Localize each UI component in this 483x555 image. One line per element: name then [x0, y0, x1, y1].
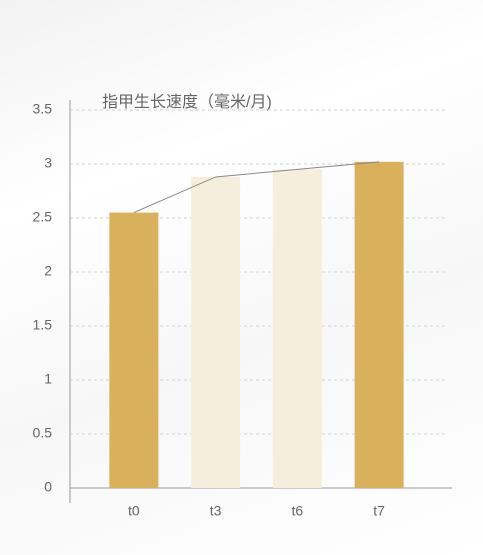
bar [354, 161, 404, 488]
bar [272, 169, 322, 488]
bar [109, 212, 159, 488]
y-tick-label: 0.5 [33, 425, 53, 441]
y-tick-label: 2 [44, 263, 52, 279]
y-tick-label: 2.5 [33, 209, 53, 225]
x-tick-label: t3 [210, 503, 222, 519]
x-tick-label: t6 [292, 503, 304, 519]
trend-line [133, 161, 380, 214]
bar [191, 176, 241, 488]
y-tick-label: 3 [44, 155, 52, 171]
y-tick-label: 1.5 [33, 317, 53, 333]
x-tick-label: t0 [128, 503, 140, 519]
x-tick-label: t7 [373, 503, 385, 519]
y-tick-label: 3.5 [33, 101, 53, 117]
y-tick-label: 0 [44, 479, 52, 495]
chart-title: 指甲生长速度（毫米/月) [102, 92, 272, 111]
y-tick-label: 1 [44, 371, 52, 387]
